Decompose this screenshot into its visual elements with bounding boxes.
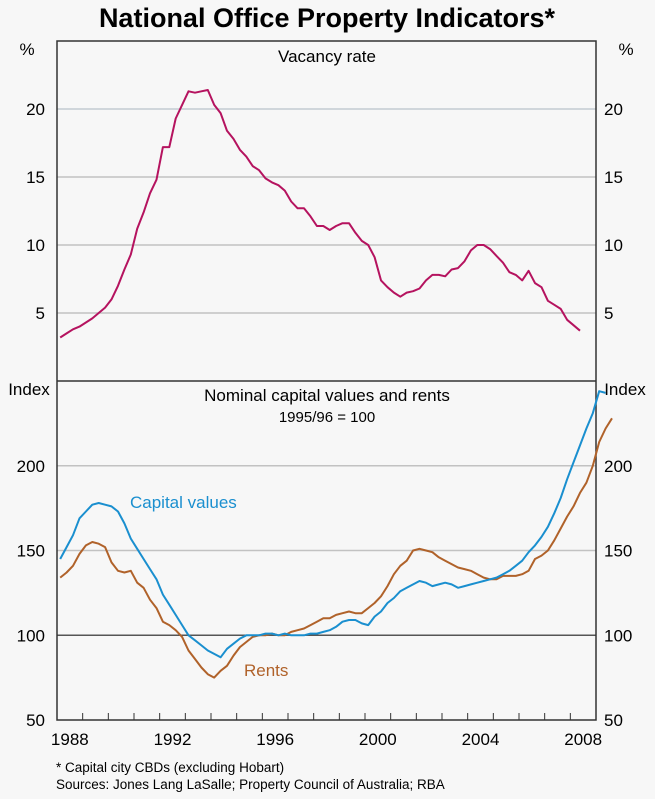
- y-tick-label: 50: [604, 711, 623, 730]
- series-lines: [59, 89, 613, 679]
- chart-title: National Office Property Indicators*: [99, 3, 556, 33]
- x-tick-label: 2000: [359, 730, 397, 749]
- y-tick-label: 200: [604, 457, 632, 476]
- x-tick-label: 1988: [51, 730, 89, 749]
- bottom-right-unit: Index: [604, 380, 646, 399]
- x-tick-label: 2008: [564, 730, 602, 749]
- top-left-unit: %: [19, 40, 34, 59]
- rents-label: Rents: [244, 661, 288, 680]
- x-tick-label: 1996: [256, 730, 294, 749]
- x-ticks: 1988 1992 1996 2000 2004 2008: [51, 713, 602, 749]
- top-panel-gridlines: [57, 108, 596, 314]
- bottom-panel-title: Nominal capital values and rents: [204, 386, 450, 405]
- y-tick-label: 100: [17, 626, 45, 645]
- y-tick-label: 15: [604, 168, 623, 187]
- y-tick-label: 10: [26, 236, 45, 255]
- x-tick-label: 1992: [154, 730, 192, 749]
- y-tick-label: 5: [604, 304, 613, 323]
- y-tick-label: 15: [26, 168, 45, 187]
- bottom-panel-subtitle: 1995/96 = 100: [279, 409, 375, 426]
- top-right-unit: %: [618, 40, 633, 59]
- y-tick-label: 50: [26, 711, 45, 730]
- y-tick-labels: 5 5 10 10 15 15 20 20 50 50 100 100 150 150 200 200: [17, 100, 633, 730]
- bottom-panel-gridlines: [57, 465, 596, 637]
- capital-values-line: [59, 390, 606, 659]
- sources: Sources: Jones Lang LaSalle; Property Co…: [56, 777, 445, 792]
- bottom-left-unit: Index: [8, 380, 50, 399]
- vacancy-rate-line: [59, 89, 581, 339]
- y-tick-label: 150: [604, 542, 632, 561]
- top-panel-title: Vacancy rate: [278, 47, 376, 66]
- capital-values-label: Capital values: [130, 493, 237, 512]
- y-tick-label: 200: [17, 457, 45, 476]
- x-tick-label: 2004: [462, 730, 500, 749]
- y-tick-label: 20: [26, 100, 45, 119]
- y-tick-label: 20: [604, 100, 623, 119]
- y-tick-label: 150: [17, 542, 45, 561]
- rents-line: [59, 417, 613, 679]
- footnote: * Capital city CBDs (excluding Hobart): [56, 760, 285, 775]
- y-tick-label: 10: [604, 236, 623, 255]
- y-tick-label: 5: [36, 304, 45, 323]
- y-tick-label: 100: [604, 626, 632, 645]
